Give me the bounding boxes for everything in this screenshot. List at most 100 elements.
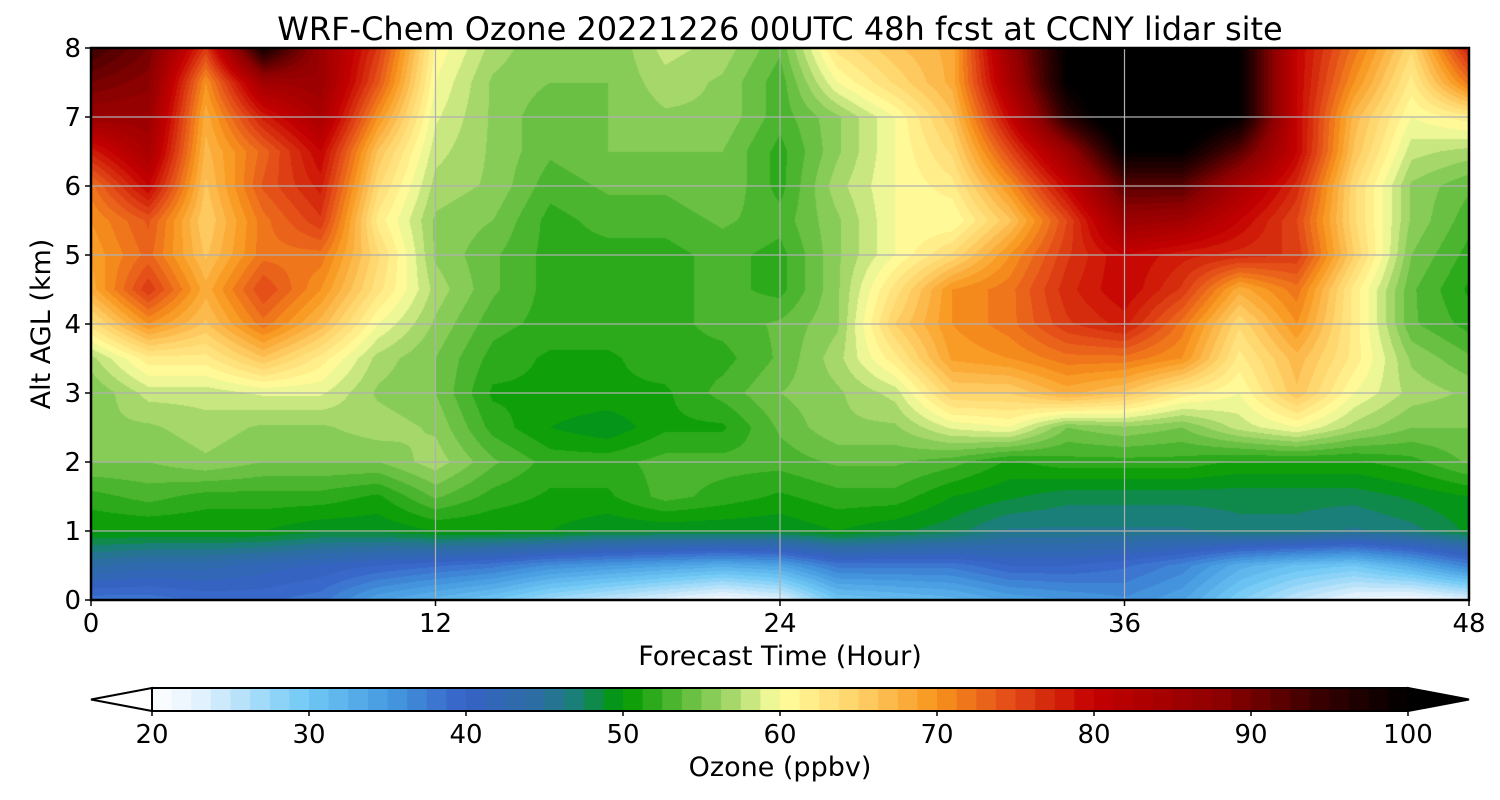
- colorbar-block: [564, 688, 585, 711]
- colorbar-block: [191, 688, 212, 711]
- colorbar-min-extension: [90, 686, 153, 713]
- colorbar-block: [466, 688, 487, 711]
- colorbar-block: [897, 688, 918, 711]
- colorbar-block: [210, 688, 232, 711]
- y-tick-label: 4: [64, 310, 81, 340]
- y-tick-label: 2: [64, 448, 81, 478]
- y-tick-label: 7: [64, 103, 81, 133]
- colorbar-block: [937, 688, 958, 711]
- colorbar-block: [760, 688, 781, 711]
- colorbar-block: [956, 688, 977, 711]
- colorbar-block: [1074, 688, 1095, 711]
- colorbar-block: [721, 688, 742, 711]
- colorbar-block: [1270, 688, 1291, 711]
- colorbar: 20 30 40 50 60 70 80 90 100 Ozone (ppbv): [90, 686, 1470, 783]
- colorbar-block: [1309, 688, 1331, 711]
- colorbar-block: [446, 688, 467, 711]
- colorbar-block: [1054, 688, 1075, 711]
- colorbar-block: [524, 688, 546, 711]
- colorbar-block: [485, 688, 506, 711]
- y-tick-label: 8: [64, 34, 81, 64]
- colorbar-block: [367, 688, 389, 711]
- colorbar-block: [1211, 688, 1232, 711]
- colorbar-tick-label: 50: [606, 720, 639, 750]
- x-axis-ticks: 0 12 24 36 48: [83, 600, 1486, 639]
- colorbar-tick-label: 30: [292, 720, 325, 750]
- y-tick-label: 5: [64, 241, 81, 271]
- y-tick-label: 6: [64, 172, 81, 202]
- colorbar-block: [917, 688, 938, 711]
- y-tick-label: 0: [64, 586, 81, 616]
- colorbar-blocks: [152, 688, 1409, 711]
- colorbar-block: [505, 688, 526, 711]
- colorbar-block: [1388, 688, 1409, 711]
- colorbar-block: [858, 688, 879, 711]
- colorbar-block: [426, 688, 447, 711]
- colorbar-block: [1035, 688, 1056, 711]
- colorbar-block: [1251, 688, 1272, 711]
- colorbar-block: [1172, 688, 1193, 711]
- colorbar-block: [878, 688, 899, 711]
- colorbar-block: [544, 688, 565, 711]
- colorbar-block: [740, 688, 761, 711]
- colorbar-block: [1094, 688, 1115, 711]
- colorbar-max-extension: [1407, 686, 1470, 713]
- colorbar-block: [348, 688, 369, 711]
- colorbar-block: [1152, 688, 1174, 711]
- colorbar-block: [250, 688, 271, 711]
- colorbar-block: [642, 688, 663, 711]
- colorbar-tick-label: 90: [1234, 720, 1267, 750]
- colorbar-block: [407, 688, 428, 711]
- colorbar-block: [1349, 688, 1370, 711]
- colorbar-block: [662, 688, 683, 711]
- colorbar-block: [1368, 688, 1389, 711]
- x-tick-label: 36: [1108, 609, 1141, 639]
- colorbar-block: [1015, 688, 1036, 711]
- colorbar-block: [309, 688, 330, 711]
- colorbar-tick-label: 80: [1077, 720, 1110, 750]
- colorbar-tick-label: 100: [1383, 720, 1433, 750]
- colorbar-block: [269, 688, 290, 711]
- colorbar-block: [1113, 688, 1134, 711]
- x-tick-label: 48: [1452, 609, 1485, 639]
- colorbar-block: [1231, 688, 1252, 711]
- colorbar-tick-label: 70: [920, 720, 953, 750]
- colorbar-block: [976, 688, 997, 711]
- colorbar-block: [387, 688, 408, 711]
- colorbar-tick-label: 20: [135, 720, 168, 750]
- colorbar-block: [1133, 688, 1154, 711]
- colorbar-block: [838, 688, 860, 711]
- x-axis-label: Forecast Time (Hour): [638, 641, 922, 672]
- colorbar-block: [603, 688, 624, 711]
- colorbar-block: [1329, 688, 1350, 711]
- colorbar-block: [819, 688, 840, 711]
- colorbar-block: [289, 688, 310, 711]
- y-axis-label: Alt AGL (km): [26, 239, 57, 410]
- colorbar-block: [780, 688, 801, 711]
- colorbar-block: [1192, 688, 1213, 711]
- x-tick-label: 24: [763, 609, 796, 639]
- y-tick-label: 3: [64, 379, 81, 409]
- chart-title: WRF-Chem Ozone 20221226 00UTC 48h fcst a…: [277, 10, 1282, 48]
- colorbar-block: [701, 688, 722, 711]
- y-tick-label: 1: [64, 517, 81, 547]
- x-tick-label: 0: [83, 609, 100, 639]
- colorbar-ticks: 20 30 40 50 60 70 80 90 100: [135, 711, 1433, 750]
- colorbar-tick-label: 40: [449, 720, 482, 750]
- colorbar-block: [623, 688, 644, 711]
- colorbar-block: [1290, 688, 1311, 711]
- colorbar-tick-label: 60: [763, 720, 796, 750]
- colorbar-block: [230, 688, 251, 711]
- colorbar-block: [799, 688, 820, 711]
- colorbar-block: [583, 688, 604, 711]
- colorbar-block: [171, 688, 192, 711]
- colorbar-block: [995, 688, 1017, 711]
- colorbar-block: [681, 688, 703, 711]
- grid-lines: [91, 48, 1469, 600]
- colorbar-label: Ozone (ppbv): [689, 752, 872, 783]
- colorbar-block: [328, 688, 349, 711]
- x-tick-label: 12: [419, 609, 452, 639]
- y-axis-ticks: 0 1 2 3 4 5 6 7 8: [64, 34, 91, 616]
- colorbar-block: [152, 688, 173, 711]
